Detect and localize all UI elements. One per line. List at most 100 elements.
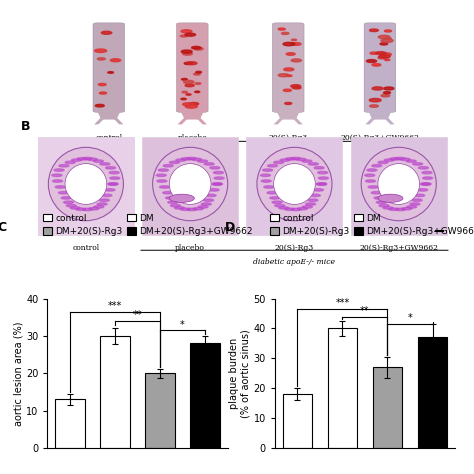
Circle shape [82,157,92,160]
Circle shape [370,29,378,32]
Polygon shape [112,117,123,124]
Circle shape [376,201,386,203]
Circle shape [279,207,289,209]
FancyBboxPatch shape [364,23,396,112]
Circle shape [95,49,107,53]
Bar [191,343,219,448]
Circle shape [186,157,196,160]
Circle shape [421,183,431,185]
Text: C: C [0,221,6,234]
Y-axis label: aortic lesion area (%): aortic lesion area (%) [13,321,23,426]
Circle shape [407,206,417,208]
Circle shape [406,160,416,162]
Circle shape [389,208,399,210]
Circle shape [421,183,431,185]
Bar [283,394,312,448]
Circle shape [204,163,214,165]
Circle shape [309,163,319,165]
FancyBboxPatch shape [38,137,134,235]
Circle shape [163,164,173,167]
Circle shape [100,92,107,94]
Ellipse shape [169,164,211,204]
Circle shape [369,99,381,102]
Circle shape [93,160,103,162]
Circle shape [423,177,433,179]
Bar [100,336,129,448]
Polygon shape [292,117,303,124]
Circle shape [283,89,292,91]
Circle shape [110,59,121,62]
Circle shape [214,177,224,179]
Circle shape [165,197,175,199]
Circle shape [318,172,328,174]
Ellipse shape [257,147,332,221]
Polygon shape [368,111,392,119]
Circle shape [292,39,297,41]
Circle shape [160,186,170,188]
Circle shape [278,73,289,77]
Legend: control, DM+20(S)-Rg3, DM, DM+20(S)-Rg3+GW9662: control, DM+20(S)-Rg3, DM, DM+20(S)-Rg3+… [271,214,474,236]
Circle shape [291,208,301,210]
FancyBboxPatch shape [93,23,125,112]
Circle shape [410,203,420,205]
Circle shape [412,199,422,201]
Text: 20(S)-Rg3+GW9662: 20(S)-Rg3+GW9662 [340,134,419,142]
Circle shape [418,189,428,191]
Circle shape [108,183,118,185]
Circle shape [280,159,290,161]
Circle shape [264,186,274,188]
Circle shape [383,91,391,94]
Ellipse shape [361,147,436,221]
Circle shape [184,62,192,64]
Circle shape [52,174,62,176]
Circle shape [390,157,400,160]
Circle shape [308,199,318,201]
Circle shape [291,85,301,88]
Circle shape [98,83,106,86]
Circle shape [187,62,197,65]
Circle shape [400,158,410,161]
FancyBboxPatch shape [246,137,342,235]
Circle shape [106,166,116,169]
Circle shape [82,208,92,210]
Circle shape [317,183,327,185]
Circle shape [319,177,328,179]
Circle shape [273,161,284,164]
Circle shape [374,197,384,199]
Circle shape [58,191,68,194]
Circle shape [284,68,294,71]
Circle shape [379,55,390,58]
Circle shape [181,50,192,53]
Text: diabetic apoE-/- mice: diabetic apoE-/- mice [254,258,336,266]
Y-axis label: plaque burden
(% of aortic sinus): plaque burden (% of aortic sinus) [229,329,251,418]
Circle shape [371,191,381,194]
Circle shape [378,56,387,59]
Circle shape [105,189,115,191]
FancyBboxPatch shape [273,23,304,112]
Circle shape [381,94,390,97]
Circle shape [182,91,187,93]
Circle shape [187,208,197,210]
Circle shape [366,60,376,63]
Circle shape [94,206,104,208]
Circle shape [156,174,166,176]
Circle shape [380,43,388,45]
Circle shape [66,204,76,207]
Circle shape [97,58,105,60]
Circle shape [163,191,173,194]
Circle shape [298,208,308,210]
Circle shape [261,180,271,182]
Polygon shape [94,117,106,124]
Circle shape [174,207,184,209]
Circle shape [171,204,181,207]
Circle shape [376,52,386,55]
Text: placebo: placebo [175,244,205,252]
Circle shape [314,166,324,169]
Circle shape [395,208,405,210]
Circle shape [286,75,292,76]
Circle shape [89,208,99,210]
Circle shape [365,174,375,176]
Circle shape [87,158,97,161]
Circle shape [378,161,388,164]
Circle shape [201,203,211,205]
